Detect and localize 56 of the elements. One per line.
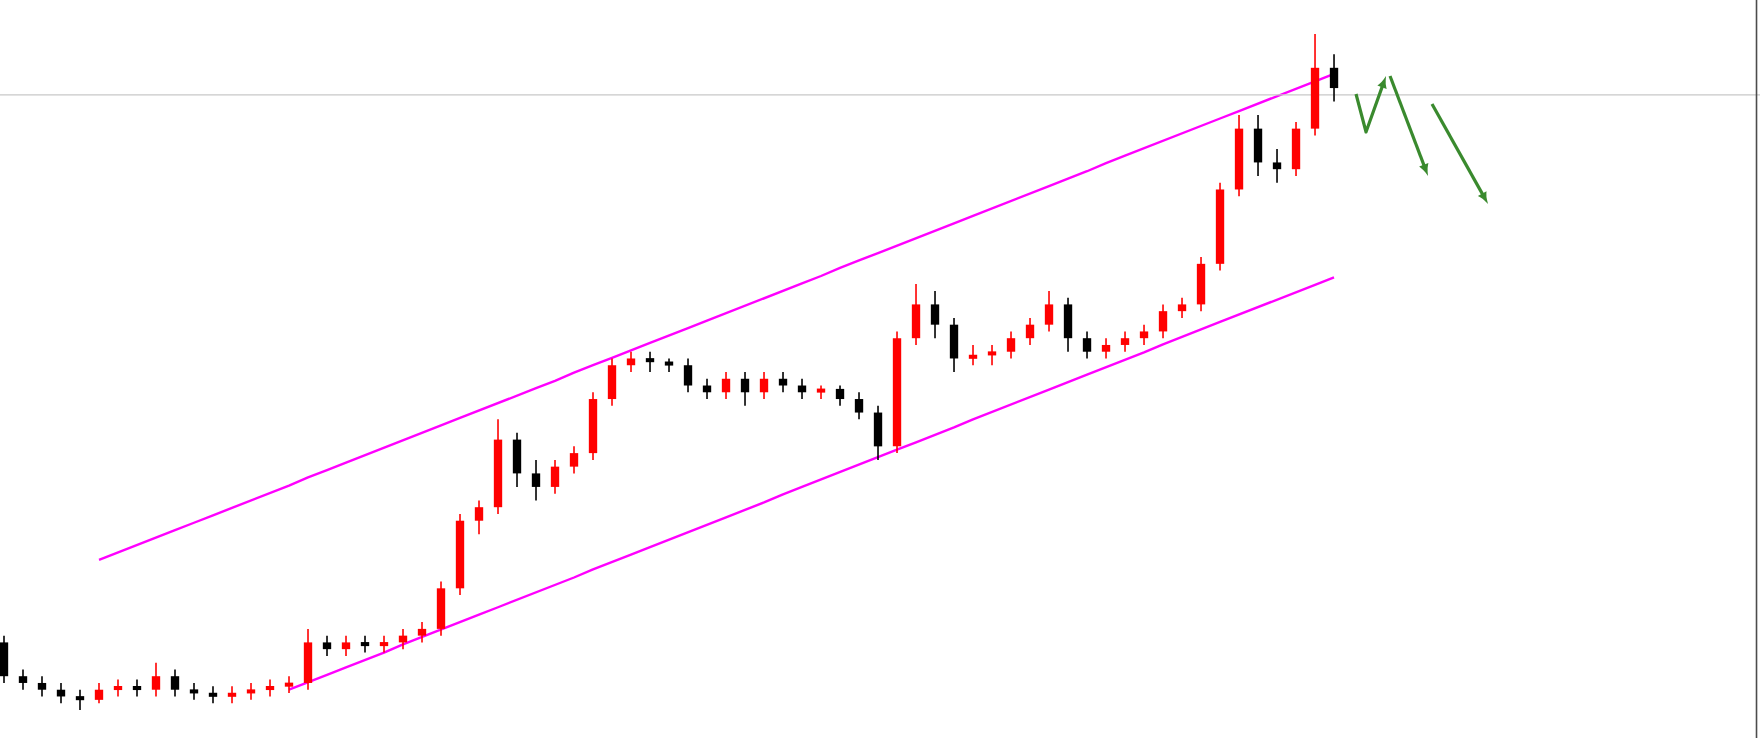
candlestick [683, 357, 693, 394]
candlestick [284, 675, 294, 694]
candlestick [1006, 330, 1016, 360]
candlestick [1139, 323, 1149, 346]
candlestick [759, 371, 769, 400]
candlestick [930, 290, 940, 339]
candlestick [303, 628, 313, 691]
candlestick [550, 459, 560, 495]
candlestick [208, 685, 218, 705]
candlestick [189, 682, 199, 701]
candlestick [474, 499, 484, 536]
candlestick [1291, 121, 1301, 177]
candlestick [949, 317, 959, 373]
candlestick [835, 384, 845, 407]
candlestick [1329, 53, 1339, 103]
candlestick [778, 371, 788, 394]
candlestick [341, 634, 351, 657]
candlestick [1044, 290, 1054, 333]
candlestick [1101, 337, 1111, 360]
candlestick [987, 344, 997, 367]
candlestick [873, 405, 883, 461]
candlestick [854, 391, 864, 421]
candlestick [607, 357, 617, 407]
candlestick [721, 371, 731, 400]
candlestick [1253, 114, 1263, 177]
candlestick [417, 621, 427, 644]
candlestick [1025, 317, 1035, 346]
candlestick [322, 634, 332, 657]
candlestick [1158, 303, 1168, 339]
candlestick [1120, 330, 1130, 353]
candlestick [227, 685, 237, 705]
candlestick [569, 445, 579, 475]
candlestick [151, 661, 161, 698]
candlestick [170, 668, 180, 698]
candlestick [1177, 296, 1187, 319]
candlestick [246, 682, 256, 701]
candlestick [94, 682, 104, 705]
candlestick [512, 432, 522, 488]
candlestick [1082, 330, 1092, 360]
candlestick [436, 580, 446, 637]
candlestick [740, 371, 750, 407]
candlestick [645, 350, 655, 373]
candlestick [911, 283, 921, 346]
candlestick [1272, 148, 1282, 184]
candlestick [664, 357, 674, 373]
candlestick [1063, 296, 1073, 353]
candlestick [1196, 256, 1206, 312]
candlestick [968, 344, 978, 367]
candlestick [360, 634, 370, 654]
candlestick [75, 688, 85, 711]
candlestick [37, 675, 47, 698]
candlestick [0, 634, 9, 684]
candlestick [379, 634, 389, 654]
candlestick [626, 350, 636, 373]
candlestick [531, 459, 541, 502]
candlestick [18, 668, 28, 691]
